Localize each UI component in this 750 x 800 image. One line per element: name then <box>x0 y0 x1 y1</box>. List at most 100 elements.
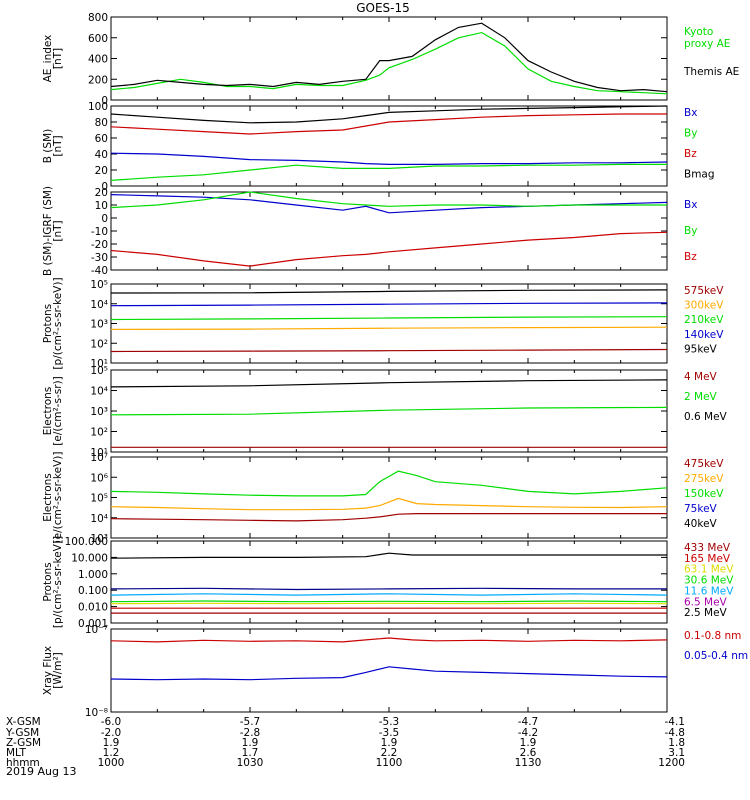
legend-label: 11.6 MeV <box>684 585 734 597</box>
legend-label: Bz <box>684 251 697 263</box>
y-axis-label: [p/(cm²-s-sr-keV)] <box>52 536 64 628</box>
series-line <box>110 666 668 681</box>
y-axis-label: B (SM)-IGRF (SM) <box>42 186 54 276</box>
legend-label: 0.6 MeV <box>684 411 728 423</box>
y-tick-label: 40 <box>95 149 108 161</box>
date-label: 2019 Aug 13 <box>6 765 76 778</box>
legend-label: Bx <box>684 199 697 211</box>
series-line <box>110 593 668 596</box>
y-tick-label: 10.000 <box>71 552 108 564</box>
series-line <box>110 289 668 294</box>
legend-label: 40keV <box>684 518 718 530</box>
series-line <box>110 31 668 95</box>
y-axis-label: Protons <box>42 304 54 343</box>
time-axis-value: -4.2 <box>518 727 539 739</box>
series-line <box>110 587 667 591</box>
chart-panel-2: 0 20 40 60 80 100 B (SM)[nT] Bx By Bz Bmag <box>42 101 715 193</box>
legend-label: 150keV <box>684 488 724 500</box>
series-line <box>110 105 668 124</box>
legend-label: Themis AE <box>683 66 739 78</box>
y-tick-label: 100 <box>88 101 108 113</box>
time-axis-value: 3.1 <box>668 747 685 759</box>
chart-panel-7: 0.001 0.010 0.100 1.000 10.000 100.000 Protons… <box>42 536 734 630</box>
y-tick-label: 600 <box>88 33 108 45</box>
y-tick-label: 10¹ <box>90 447 108 459</box>
time-axis-value: 1000 <box>98 757 125 769</box>
series-line <box>110 194 668 214</box>
legend-label: 2 MeV <box>684 391 718 403</box>
y-tick-label: 10⁻⁸ <box>85 707 108 719</box>
plot-title: GOES-15 <box>356 1 410 15</box>
series-line <box>110 497 668 511</box>
y-axis-label: [nT] <box>52 220 64 241</box>
y-tick-label: -10 <box>91 226 108 238</box>
legend-label: 63.1 MeV <box>684 564 734 576</box>
y-tick-label: -40 <box>91 265 108 277</box>
time-axis-row-name: Z-GSM <box>6 737 41 749</box>
y-tick-label: 10⁵ <box>90 493 108 505</box>
y-tick-label: 10 <box>95 200 108 212</box>
time-axis-value: -2.0 <box>101 727 122 739</box>
y-tick-label: 10⁵ <box>90 365 108 377</box>
chart-panel-6: 10³ 10⁴ 10⁵ 10⁶ 10⁷ Electrons[e/(cm²-s-sr-keV… <box>42 452 724 545</box>
y-axis-label: B (SM) <box>42 129 54 163</box>
y-tick-label: 10³ <box>90 533 108 545</box>
legend-label: Bx <box>684 107 697 119</box>
time-axis-value: 2.6 <box>520 747 537 759</box>
time-axis-labels: X-GSM -6.0 -5.7 -5.3 -4.7 -4.1 Y-GSM -2.0 -2.8 -3… <box>5 716 685 769</box>
chart-panel-8: 10⁻⁸ 10⁻⁷ Xray Flux[W/m²] 0.1-0.8 nm 0.05-0.… <box>42 624 748 719</box>
y-axis-label: AE_index <box>42 35 54 83</box>
series-line <box>110 348 668 353</box>
time-axis-value: -6.0 <box>101 716 122 728</box>
y-tick-label: 800 <box>88 12 108 24</box>
time-axis-row-name: Y-GSM <box>5 727 39 739</box>
y-tick-label: 10³ <box>90 319 108 331</box>
time-axis-value: -4.7 <box>518 716 539 728</box>
y-tick-label: 20 <box>95 187 108 199</box>
series-line <box>110 231 668 267</box>
y-axis-label: [e/(cm²-s-sr-keV)] <box>52 452 64 544</box>
legend-label: Kyoto <box>684 26 713 38</box>
series-line <box>110 600 668 603</box>
time-axis-value: 1130 <box>515 757 542 769</box>
y-tick-label: -20 <box>91 239 108 251</box>
series-line <box>110 470 668 497</box>
y-tick-label: 10⁴ <box>90 386 108 398</box>
legend-label: 75keV <box>684 503 718 515</box>
legend-label: 275keV <box>684 473 724 485</box>
legend-label: By <box>684 225 697 237</box>
y-axis-label: Electrons <box>42 473 54 522</box>
legend-label: 0.05-0.4 nm <box>684 650 748 662</box>
time-axis-value: 1200 <box>658 757 685 769</box>
y-tick-label: 20 <box>95 165 108 177</box>
time-axis-value: 1.7 <box>242 747 259 759</box>
series-line <box>110 22 668 93</box>
y-tick-label: 0.010 <box>78 602 108 614</box>
chart-panel-5: 10¹ 10² 10³ 10⁴ 10⁵ Electrons[e/(cm²-s-sr)] 4 … <box>42 365 728 459</box>
series-line <box>110 406 668 416</box>
time-axis-value: 1100 <box>376 757 403 769</box>
time-axis-value: 2.2 <box>381 747 398 759</box>
legend-label: 6.5 MeV <box>684 596 728 608</box>
panel-frame <box>110 16 668 101</box>
panel-frame <box>110 628 668 713</box>
y-tick-label: 100.000 <box>65 536 108 548</box>
legend-label: Bmag <box>684 169 715 181</box>
chart-panel-4: 10¹ 10² 10³ 10⁴ 10⁵ Protons[p/(cm²-s-sr-keV)]… <box>42 277 724 370</box>
time-axis-value: 1.9 <box>381 737 398 749</box>
y-tick-label: 0 <box>101 181 108 193</box>
legend-label: 95keV <box>684 343 718 355</box>
y-axis-label: [nT] <box>52 48 64 69</box>
y-tick-label: 10³ <box>90 406 108 418</box>
time-axis-value: 1.9 <box>520 737 537 749</box>
y-tick-label: 400 <box>88 54 108 66</box>
series-line <box>110 316 668 321</box>
time-axis-value: -4.8 <box>665 727 686 739</box>
series-line <box>110 637 668 643</box>
series-line <box>110 552 667 559</box>
time-axis-row-name: X-GSM <box>6 716 41 728</box>
panel-frame <box>110 456 668 539</box>
legend-label: 300keV <box>684 300 724 312</box>
